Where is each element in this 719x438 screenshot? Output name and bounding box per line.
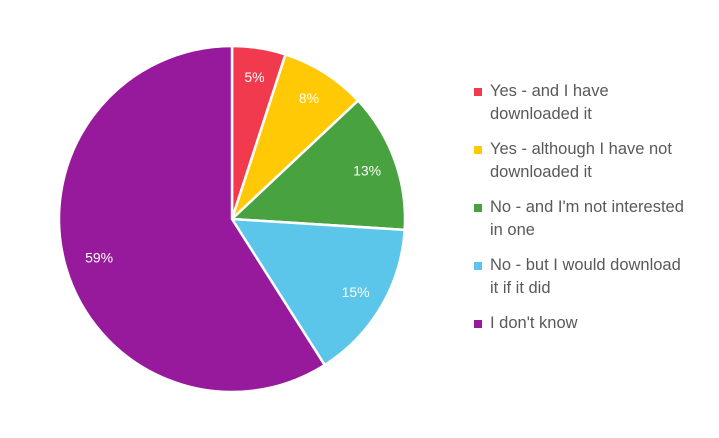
pie-slices [57,44,407,394]
legend-item-no-not-interested: No - and I'm not interested in one [474,196,714,242]
legend-swatch [474,262,482,270]
pie-slice-2 [230,99,407,232]
legend-swatch [474,88,482,96]
slice-data-label-3: 15% [342,284,370,300]
legend-label-line1: I don't know [490,314,578,332]
legend: Yes - and I have downloaded it Yes - alt… [474,80,714,347]
legend-item-dont-know: I don't know [474,312,714,335]
legend-swatch [474,320,482,328]
slice-data-label-1: 8% [299,90,319,106]
legend-item-yes-not-downloaded: Yes - although I have not downloaded it [474,138,714,184]
slice-data-label-0: 5% [244,69,264,85]
pie-slice-4 [57,44,326,394]
legend-label-line1: No - but I would download [490,256,681,274]
slice-data-label-4: 59% [85,250,113,266]
legend-swatch [474,204,482,212]
pie-data-labels: 5% 8% 13% 15% 59% [85,69,381,300]
slice-data-label-2: 13% [353,162,381,178]
legend-item-no-would-download: No - but I would download it if it did [474,254,714,300]
legend-label-line2: in one [490,221,535,239]
legend-label-line1: Yes - and I have [490,82,609,100]
legend-label-line1: Yes - although I have not [490,140,672,158]
legend-label-line2: downloaded it [490,163,592,181]
legend-label-line2: downloaded it [490,105,592,123]
legend-swatch [474,146,482,154]
legend-label-line1: No - and I'm not interested [490,198,684,216]
legend-item-yes-downloaded: Yes - and I have downloaded it [474,80,714,126]
pie-slice-3 [230,217,406,367]
legend-label-line2: it if it did [490,279,551,297]
